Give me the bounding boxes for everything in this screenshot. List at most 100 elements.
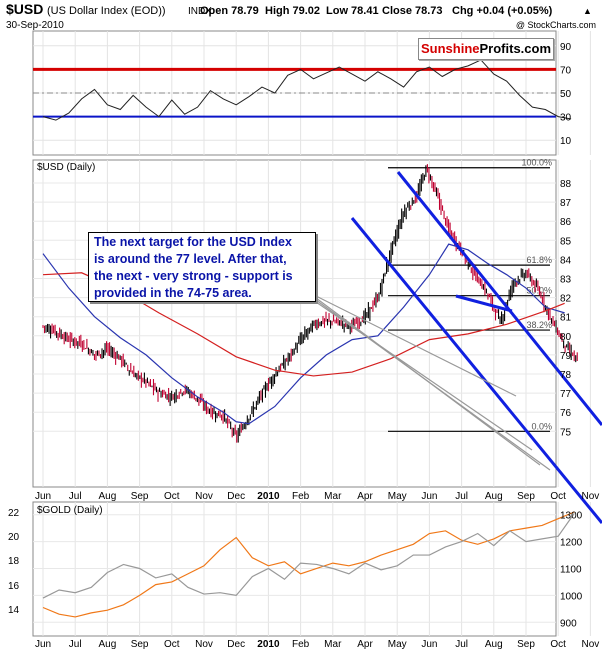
- price-layer: 100.0%61.8%50.0%38.2%0.0%: [42, 158, 602, 524]
- rsi-layer: [33, 59, 572, 121]
- x-tick-label: Sep: [517, 491, 535, 502]
- gold-x-tick-label: Feb: [292, 639, 310, 650]
- exchange-label: INDX: [188, 6, 212, 17]
- gold-x-tick-label: Dec: [227, 639, 245, 650]
- gold-x-tick-label: Oct: [550, 639, 566, 650]
- price-y-tick-label: 83: [560, 275, 572, 286]
- rsi-y-tick-label: 70: [560, 65, 572, 76]
- x-tick-label: Apr: [357, 491, 373, 502]
- gold-right-y-tick-label: 1300: [560, 511, 583, 522]
- price-y-tick-label: 81: [560, 313, 572, 324]
- gold-x-tick-label: Jun: [421, 639, 437, 650]
- gold-x-tick-label: Jun: [35, 639, 51, 650]
- gold-x-tick-label: Aug: [99, 639, 117, 650]
- price-y-tick-label: 78: [560, 370, 572, 381]
- rsi-y-tick-label: 30: [560, 113, 572, 124]
- gold-x-tick-label: Nov: [195, 639, 213, 650]
- price-y-tick-label: 79: [560, 351, 572, 362]
- price-y-tick-label: 75: [560, 427, 572, 438]
- chart-title: $USD: [6, 1, 43, 17]
- gold-x-tick-label: May: [388, 639, 407, 650]
- x-tick-label: Oct: [164, 491, 180, 502]
- axis-labels: Jun Jun Jul Jul Aug Aug Sep Sep Oct Oct Nov Nov Dec D…: [8, 42, 599, 650]
- gold-layer: [42, 511, 575, 618]
- gold-left-y-tick-label: 20: [8, 532, 20, 543]
- gold-right-y-tick-label: 900: [560, 618, 577, 629]
- annotation-line-1: The next target for the USD Index: [94, 235, 292, 249]
- usd-overlay-line: [42, 512, 575, 599]
- gold-left-y-tick-label: 14: [8, 605, 20, 616]
- x-tick-label: Jun: [421, 491, 437, 502]
- x-tick-label: 2010: [257, 491, 280, 502]
- gold-x-tick-label: Nov: [582, 639, 600, 650]
- fib-level-label: 61.8%: [526, 255, 552, 265]
- price-y-tick-label: 76: [560, 408, 572, 419]
- change-arrow-icon: ▲: [583, 6, 592, 16]
- gold-x-tick-label: Sep: [517, 639, 535, 650]
- gold-x-tick-label: Aug: [485, 639, 503, 650]
- price-y-tick-label: 87: [560, 198, 572, 209]
- gold-right-y-tick-label: 1100: [560, 564, 582, 575]
- gold-right-y-tick-label: 1200: [560, 538, 583, 549]
- price-panel: [32, 159, 557, 488]
- annotation-pointer-line: [315, 295, 517, 397]
- ma-short-line: [42, 243, 565, 425]
- price-y-tick-label: 84: [560, 255, 572, 266]
- x-tick-label: Feb: [292, 491, 310, 502]
- open-value: Open 78.79: [200, 5, 259, 17]
- channel-upper-line: [396, 171, 602, 426]
- x-tick-label: Aug: [99, 491, 117, 502]
- channel-mid-segment: [455, 294, 513, 313]
- gold-x-tick-label: Apr: [357, 639, 373, 650]
- annotation-line-3: the next - very strong - support is: [94, 269, 293, 283]
- gold-left-y-tick-label: 18: [8, 556, 20, 567]
- low-value: Low 78.41: [326, 5, 379, 17]
- price-panel-title: $USD (Daily): [37, 162, 95, 173]
- annotation-line-4: provided in the 74-75 area.: [94, 286, 252, 300]
- price-y-tick-label: 85: [560, 236, 572, 247]
- change-value: Chg +0.04 (+0.05%): [452, 5, 553, 17]
- x-tick-label: Jul: [455, 491, 468, 502]
- gold-right-y-tick-label: 1000: [560, 591, 583, 602]
- chart-subtitle: (US Dollar Index (EOD)): [47, 5, 166, 17]
- x-tick-label: Oct: [550, 491, 566, 502]
- analysis-annotation: The next target for the USD Index is aro…: [88, 232, 316, 302]
- x-tick-label: Nov: [582, 491, 600, 502]
- sunshine-profits-logo: SunshineProfits.com: [418, 38, 554, 60]
- rsi-y-tick-label: 90: [560, 42, 572, 53]
- price-y-tick-label: 86: [560, 217, 572, 228]
- price-y-tick-label: 88: [560, 179, 572, 190]
- high-value: High 79.02: [265, 5, 320, 17]
- gold-x-tick-label: 2010: [257, 639, 280, 650]
- gold-x-tick-label: Oct: [164, 639, 180, 650]
- x-tick-label: Jul: [69, 491, 82, 502]
- rsi-y-tick-label: 50: [560, 89, 572, 100]
- x-tick-label: Sep: [131, 491, 149, 502]
- gold-x-tick-label: Mar: [324, 639, 342, 650]
- fib-level-label: 0.0%: [531, 421, 552, 431]
- logo-part-sunshine: Sunshine: [420, 41, 480, 56]
- x-tick-label: Dec: [227, 491, 245, 502]
- fib-level-label: 38.2%: [526, 320, 552, 330]
- gold-x-tick-label: Sep: [131, 639, 149, 650]
- annotation-pointer-line: [315, 301, 533, 451]
- gold-left-y-tick-label: 22: [8, 508, 20, 519]
- rsi-y-tick-label: 10: [560, 136, 572, 147]
- source-label: @ StockCharts.com: [516, 20, 596, 30]
- x-tick-label: Nov: [195, 491, 213, 502]
- gold-series-line: [42, 511, 575, 618]
- gold-x-tick-label: Jul: [455, 639, 468, 650]
- price-y-tick-label: 77: [560, 389, 572, 400]
- x-tick-label: Aug: [485, 491, 503, 502]
- annotation-line-2: is around the 77 level. After that,: [94, 252, 287, 266]
- chart-date: 30-Sep-2010: [6, 20, 64, 31]
- gold-x-tick-label: Jul: [69, 639, 82, 650]
- gold-left-y-tick-label: 16: [8, 581, 20, 592]
- x-tick-label: Jun: [35, 491, 51, 502]
- fib-level-label: 100.0%: [521, 158, 552, 168]
- x-tick-label: Mar: [324, 491, 342, 502]
- price-y-tick-label: 82: [560, 294, 572, 305]
- price-y-tick-label: 80: [560, 332, 572, 343]
- channel-lower-line: [350, 217, 602, 524]
- close-value: Close 78.73: [382, 5, 443, 17]
